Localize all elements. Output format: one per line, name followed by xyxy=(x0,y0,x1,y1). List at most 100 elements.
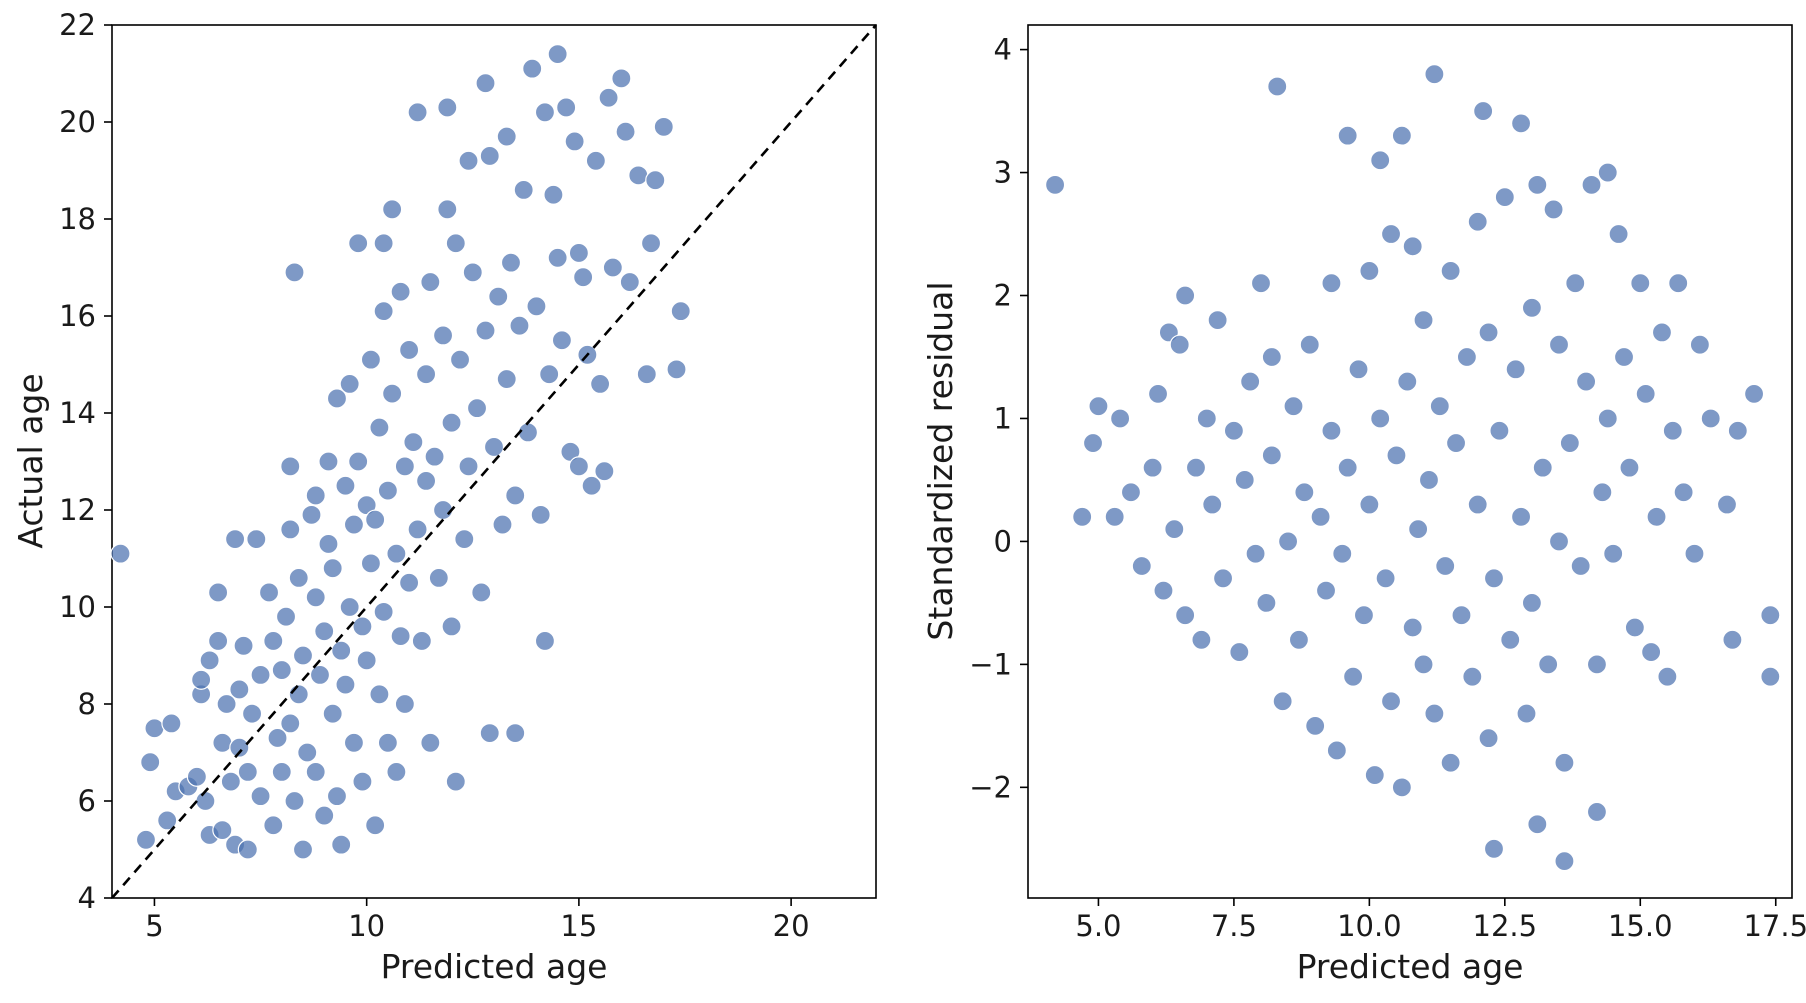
scatter-point xyxy=(271,659,292,681)
scatter-point xyxy=(407,519,428,540)
scatter-point xyxy=(331,834,352,855)
scatter-points-left xyxy=(110,43,691,860)
scatter-point xyxy=(1575,371,1597,392)
scatter-point xyxy=(458,456,479,477)
x-tick-label: 5.0 xyxy=(1075,909,1121,943)
scatter-point xyxy=(628,165,649,186)
scatter-point xyxy=(326,786,348,807)
scatter-point xyxy=(1272,691,1293,712)
scatter-point xyxy=(1510,113,1532,134)
scatter-point xyxy=(1359,494,1380,515)
scatter-point xyxy=(1760,605,1781,626)
scatter-point xyxy=(373,301,394,322)
x-tick-label: 7.5 xyxy=(1211,909,1257,943)
scatter-point xyxy=(1418,469,1440,491)
scatter-point xyxy=(1597,408,1618,429)
y-tick-label: 4 xyxy=(994,33,1012,67)
scatter-point xyxy=(314,621,335,642)
scatter-point xyxy=(1630,273,1651,294)
scatter-point xyxy=(1391,125,1412,146)
scatter-point xyxy=(1391,777,1412,798)
scatter-point xyxy=(1597,162,1618,183)
scatter-point xyxy=(1527,814,1548,835)
scatter-point xyxy=(615,121,636,142)
scatter-point xyxy=(475,73,496,94)
scatter-point xyxy=(352,771,373,792)
scatter-point xyxy=(517,422,539,443)
y-ticks-right: −2 −1 0 1 2 3 4 xyxy=(969,33,1028,804)
scatter-point xyxy=(394,456,415,477)
y-tick-label: 0 xyxy=(994,524,1012,558)
panel-residuals: 5.0 7.5 10.0 12.5 15.0 17.5 −2 −1 0 1 2 3 4 Predict… xyxy=(921,24,1806,986)
scatter-point xyxy=(1229,641,1250,663)
scatter-point xyxy=(573,267,594,288)
scatter-point xyxy=(1440,752,1461,773)
scatter-point xyxy=(1397,371,1418,392)
scatter-point xyxy=(1505,359,1526,380)
scatter-point xyxy=(275,606,297,627)
y-tick-label: 10 xyxy=(59,590,96,624)
scatter-point xyxy=(466,398,488,419)
scatter-point xyxy=(471,582,492,603)
scatter-point xyxy=(1142,457,1163,478)
scatter-point xyxy=(1592,482,1613,503)
x-ticks-right: 5.0 7.5 10.0 12.5 15.0 17.5 xyxy=(1075,898,1806,943)
scatter-point xyxy=(1191,629,1212,650)
scatter-point xyxy=(1440,260,1461,282)
scatter-point xyxy=(263,630,284,652)
scatter-point xyxy=(280,456,301,477)
scatter-point xyxy=(212,819,233,841)
scatter-point xyxy=(1586,801,1608,823)
scatter-points-right xyxy=(1044,64,1781,872)
scatter-point xyxy=(1532,457,1553,478)
scatter-point xyxy=(1240,371,1261,392)
scatter-point xyxy=(305,587,326,608)
scatter-point xyxy=(224,528,246,550)
scatter-point xyxy=(191,669,212,690)
scatter-point xyxy=(144,718,165,739)
scatter-point xyxy=(318,533,339,555)
scatter-point xyxy=(1299,334,1320,355)
scatter-point xyxy=(382,383,403,404)
scatter-point xyxy=(1727,420,1748,441)
scatter-point xyxy=(1283,396,1304,417)
scatter-point xyxy=(1478,728,1499,749)
scatter-point xyxy=(1635,383,1656,404)
scatter-point xyxy=(135,829,157,850)
scatter-point xyxy=(1321,420,1342,441)
scatter-point xyxy=(322,703,343,724)
scatter-point xyxy=(352,616,373,637)
scatter-point xyxy=(1175,285,1196,306)
scatter-point xyxy=(1467,211,1488,232)
scatter-point xyxy=(377,732,398,753)
y-tick-label: 2 xyxy=(994,279,1012,313)
scatter-point xyxy=(309,664,331,686)
scatter-point xyxy=(1651,322,1673,343)
scatter-point xyxy=(1700,408,1721,429)
scatter-point xyxy=(496,126,517,147)
scatter-point xyxy=(208,582,229,603)
scatter-point xyxy=(1613,346,1635,368)
scatter-point xyxy=(462,262,483,283)
y-tick-label: −2 xyxy=(969,770,1012,804)
scatter-point xyxy=(539,364,560,385)
scatter-point xyxy=(420,271,441,293)
scatter-point xyxy=(1321,273,1342,294)
scatter-point xyxy=(602,257,623,278)
scatter-point xyxy=(263,815,284,836)
scatter-point xyxy=(1473,100,1494,122)
scatter-point xyxy=(369,417,390,438)
scatter-point xyxy=(305,485,326,506)
scatter-point xyxy=(1364,764,1385,786)
scatter-point xyxy=(1104,506,1125,527)
scatter-point xyxy=(250,664,271,686)
scatter-point xyxy=(1451,605,1472,626)
scatter-point xyxy=(1760,666,1781,687)
y-tick-label: 12 xyxy=(59,493,96,527)
scatter-point xyxy=(666,359,687,380)
scatter-point xyxy=(1673,482,1694,503)
scatter-point xyxy=(1483,838,1505,859)
scatter-point xyxy=(292,839,314,860)
scatter-point xyxy=(1169,334,1190,355)
